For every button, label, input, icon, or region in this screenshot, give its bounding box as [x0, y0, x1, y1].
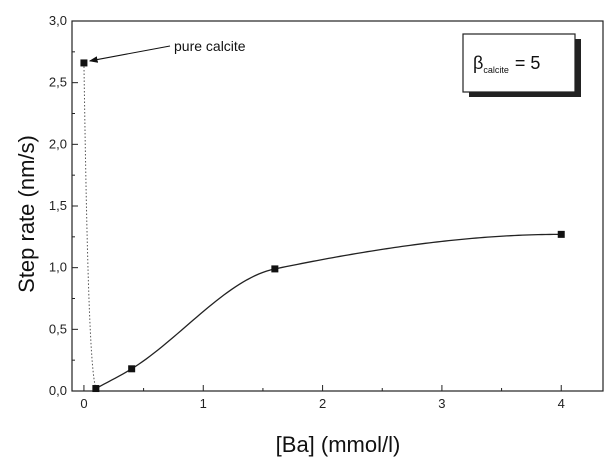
legend-label: βcalcite = 5	[473, 53, 540, 75]
data-point	[271, 265, 279, 273]
legend-box	[462, 33, 576, 93]
data-points	[80, 59, 565, 393]
x-tick-label: 2	[319, 396, 326, 411]
x-tick-label: 4	[558, 396, 565, 411]
y-axis-title: Step rate (nm/s)	[14, 135, 39, 293]
annotation-pure-calcite: pure calcite	[174, 38, 246, 54]
annotation-arrow	[88, 45, 171, 63]
data-point	[557, 230, 565, 238]
y-tick-label: 0,0	[49, 383, 67, 398]
legend-value: = 5	[515, 53, 541, 73]
y-tick-label: 1,5	[49, 198, 67, 213]
legend-subscript: calcite	[483, 65, 509, 75]
legend-beta: β	[473, 53, 483, 73]
data-point	[80, 59, 88, 67]
data-point	[128, 365, 136, 373]
y-tick-label: 0,5	[49, 321, 67, 336]
y-axis: 0,0 0,5 1,0 1,5 2,0 2,5 3,0	[49, 13, 78, 398]
x-axis-title: [Ba] (mmol/l)	[276, 432, 401, 457]
x-axis: 0 1 2 3 4	[80, 385, 565, 411]
x-tick-label: 1	[200, 396, 207, 411]
y-tick-label: 1,0	[49, 260, 67, 275]
x-tick-label: 0	[80, 396, 87, 411]
y-tick-label: 2,5	[49, 75, 67, 90]
y-tick-label: 2,0	[49, 136, 67, 151]
x-tick-label: 3	[438, 396, 445, 411]
data-point	[92, 385, 100, 393]
fit-curve	[95, 233, 562, 390]
pure-calcite-drop-line	[83, 62, 97, 389]
y-tick-label: 3,0	[49, 13, 67, 28]
